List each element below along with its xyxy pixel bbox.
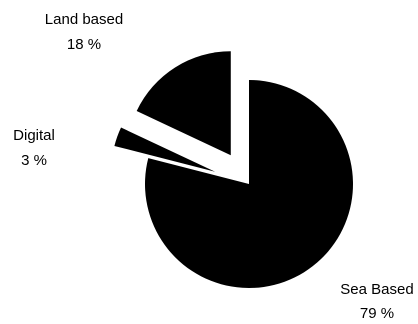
slice-label-sea-based-value: 79 % (360, 305, 394, 322)
slice-label-sea-based-name: Sea Based (340, 281, 413, 298)
pie-slice-sea-based (145, 80, 354, 288)
pie-slice-digital (114, 127, 216, 172)
slice-label-land-based-value: 18 % (67, 36, 101, 53)
slice-label-digital-name: Digital (13, 127, 55, 144)
slice-label-digital-value: 3 % (21, 152, 47, 169)
pie-slice-land-based (136, 51, 231, 156)
slice-label-land-based-name: Land based (45, 11, 123, 28)
pie-slices (114, 51, 354, 288)
